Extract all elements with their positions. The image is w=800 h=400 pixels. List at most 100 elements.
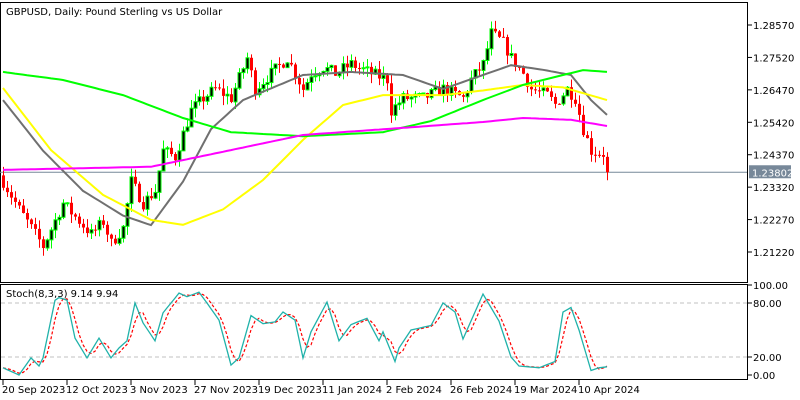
candle: [578, 95, 581, 123]
candle: [114, 234, 117, 245]
candle-body: [145, 195, 150, 210]
chart-title: GBPUSD, Daily: Pound Sterling vs US Doll…: [6, 7, 223, 18]
candle: [78, 213, 81, 228]
candle-body: [526, 73, 529, 87]
candle-body: [189, 107, 194, 128]
candle: [70, 196, 73, 223]
candle: [230, 88, 233, 104]
candle: [38, 220, 41, 248]
candle: [574, 92, 577, 107]
date-tick-label: 11 Jan 2024: [322, 385, 382, 396]
candle-body: [57, 216, 62, 221]
candle-body: [534, 89, 537, 91]
candle-body: [290, 62, 293, 65]
candle: [49, 227, 54, 249]
candle: [202, 89, 205, 110]
candle-body: [294, 64, 297, 79]
candle-body: [586, 135, 589, 139]
candle: [250, 54, 253, 78]
candle-body: [205, 95, 210, 102]
candle-body: [578, 103, 581, 115]
candle: [454, 80, 457, 98]
date-tick-label: 2 Feb 2024: [386, 385, 442, 396]
candle-body: [462, 95, 465, 97]
candle: [602, 146, 605, 165]
candle: [193, 93, 198, 118]
candle: [110, 233, 113, 247]
candle-body: [273, 63, 278, 69]
candle-body: [282, 64, 285, 68]
candle: [554, 93, 557, 109]
candle-body: [386, 75, 389, 84]
candle: [278, 57, 281, 73]
moving-average-line: [2, 83, 608, 226]
candle: [397, 94, 402, 110]
candle: [222, 79, 225, 106]
candle-body: [49, 229, 54, 241]
candle: [117, 229, 122, 246]
candle-body: [214, 87, 217, 89]
candle-body: [302, 84, 305, 90]
candle: [282, 63, 285, 69]
price-tick-label: 1.21220: [753, 248, 794, 259]
candle-body: [325, 67, 330, 72]
candle-body: [561, 95, 566, 105]
candle-body: [102, 220, 105, 225]
candle-body: [358, 67, 361, 69]
candle: [18, 199, 21, 209]
candle-body: [181, 130, 186, 152]
candle: [598, 150, 601, 158]
candle-body: [598, 154, 601, 156]
candle-body: [185, 126, 190, 132]
candle: [157, 170, 162, 201]
candle-body: [606, 156, 609, 173]
date-tick-label: 20 Sep 2023: [2, 385, 65, 396]
candle-body: [97, 219, 102, 231]
candle-body: [390, 83, 393, 116]
date-tick-label: 26 Feb 2024: [450, 385, 512, 396]
candle: [161, 140, 166, 172]
candle-body: [65, 202, 70, 205]
candle-body: [222, 88, 225, 96]
candle: [209, 82, 214, 100]
candle: [334, 65, 337, 76]
candle: [558, 103, 561, 105]
candle: [86, 219, 89, 238]
candle-body: [114, 238, 117, 244]
candle: [550, 85, 553, 101]
stoch-tick-label: 100.00: [753, 281, 788, 292]
candle: [214, 80, 217, 91]
candle: [390, 74, 393, 123]
candle-body: [177, 150, 182, 161]
candle: [541, 81, 546, 97]
candle: [53, 213, 58, 239]
candle: [233, 83, 238, 110]
date-tick-label: 19 Mar 2024: [514, 385, 577, 396]
candle-body: [142, 202, 145, 210]
candle-body: [285, 62, 290, 69]
candle: [34, 217, 37, 235]
candle: [305, 78, 310, 91]
candle: [446, 82, 449, 103]
candle: [498, 29, 501, 38]
moving-average-line: [2, 64, 608, 227]
candle: [30, 218, 33, 229]
candle: [65, 202, 70, 207]
candle-body: [530, 86, 533, 90]
candle-body: [522, 67, 525, 74]
candle: [354, 56, 357, 73]
candle-body: [393, 104, 398, 116]
candle: [94, 224, 97, 237]
last-price-label: 1.23802: [752, 168, 793, 179]
stoch-tick-label: 20.00: [753, 353, 782, 364]
date-tick-label: 12 Oct 2023: [66, 385, 128, 396]
candle: [181, 126, 186, 152]
candle-body: [438, 87, 441, 96]
candle-body: [174, 154, 177, 161]
candle-body: [209, 86, 214, 97]
moving-average-line: [2, 116, 608, 171]
candle-body: [478, 69, 481, 71]
candle-body: [70, 202, 73, 215]
candle-body: [165, 147, 170, 150]
candle: [237, 68, 242, 90]
